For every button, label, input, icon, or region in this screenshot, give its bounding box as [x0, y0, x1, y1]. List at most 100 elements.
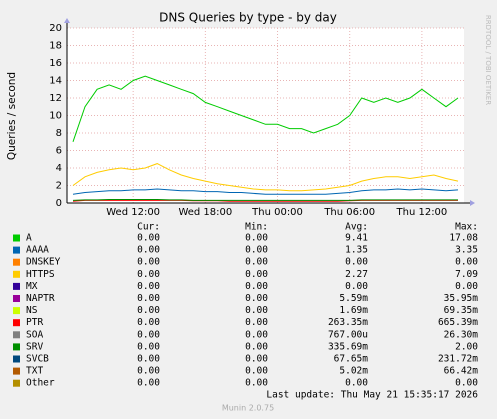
legend-stat: 0.00: [245, 329, 268, 340]
legend-swatch: [13, 367, 20, 375]
legend-stat: 263.35m: [328, 317, 368, 328]
legend-stat: 0.00: [455, 378, 478, 389]
legend-label: Other: [26, 378, 55, 389]
series-line: [72, 75, 459, 142]
legend-stat: 2.27: [345, 269, 368, 280]
legend-stat: 0.00: [137, 305, 160, 316]
legend-label: TXT: [26, 366, 43, 377]
y-tick-label: 14: [49, 76, 62, 87]
y-tick-label: 18: [49, 41, 62, 52]
y-axis-arrow: [64, 18, 70, 23]
y-tick-label: 20: [49, 23, 62, 34]
legend-stat: 0.00: [245, 233, 268, 244]
legend-label: DNSKEY: [26, 257, 61, 268]
x-tick-label: Wed 18:00: [178, 207, 232, 218]
legend-stat: 0.00: [137, 281, 160, 292]
table-header: Avg:: [345, 222, 368, 233]
legend-swatch: [13, 355, 20, 363]
legend-stat: 1.69m: [339, 305, 368, 316]
legend-stat: 0.00: [137, 354, 160, 365]
legend-swatch: [13, 295, 20, 302]
legend-stat: 0.00: [137, 378, 160, 389]
legend-stat: 2.00: [455, 341, 478, 352]
legend-stat: 7.09: [455, 269, 478, 280]
table-header: Max:: [455, 222, 478, 233]
legend-stat: 0.00: [137, 329, 160, 340]
legend-stat: 665.39m: [438, 317, 478, 328]
legend-stat: 69.35m: [444, 305, 479, 316]
legend-stat: 67.65m: [334, 354, 369, 365]
legend-swatch: [13, 234, 20, 242]
legend-label: HTTPS: [26, 269, 55, 280]
series-line: [72, 163, 459, 192]
legend-swatch: [13, 319, 20, 327]
legend-stat: 0.00: [137, 269, 160, 280]
chart-title: DNS Queries by type - by day: [159, 11, 337, 25]
legend-label: SVCB: [26, 354, 49, 365]
x-tick-label: Thu 06:00: [323, 207, 375, 218]
legend-stat: 0.00: [245, 341, 268, 352]
legend-stat: 0.00: [345, 378, 368, 389]
legend-stat: 0.00: [455, 257, 478, 268]
legend-label: AAAA: [26, 245, 49, 256]
legend-label: SOA: [26, 329, 43, 340]
legend-stat: 0.00: [345, 281, 368, 292]
y-tick-label: 4: [56, 163, 62, 174]
table-header: Min:: [245, 222, 268, 233]
legend-stat: 0.00: [137, 317, 160, 328]
legend-swatch: [13, 379, 20, 387]
legend-stat: 0.00: [245, 305, 268, 316]
legend-stat: 0.00: [137, 366, 160, 377]
footer: Munin 2.0.75: [222, 404, 274, 413]
legend-label: PTR: [26, 317, 43, 328]
legend-stat: 3.35: [455, 245, 478, 256]
legend-stat: 0.00: [245, 293, 268, 304]
y-axis-label: Queries / second: [6, 72, 18, 160]
legend-stat: 0.00: [455, 281, 478, 292]
legend-stat: 0.00: [137, 245, 160, 256]
legend-stat: 5.02m: [339, 366, 368, 377]
legend-swatch: [13, 331, 20, 339]
legend-stat: 35.95m: [444, 293, 479, 304]
legend-stat: 1.35: [345, 245, 368, 256]
x-tick-label: Thu 00:00: [251, 207, 303, 218]
side-note: RRDTOOL / TOBI OETIKER: [484, 15, 492, 105]
legend-stat: 0.00: [245, 245, 268, 256]
legend-stat: 66.42m: [444, 366, 479, 377]
legend-stat: 0.00: [245, 317, 268, 328]
y-tick-label: 10: [49, 111, 62, 122]
legend-stat: 0.00: [245, 269, 268, 280]
x-tick-label: Wed 12:00: [106, 207, 160, 218]
legend-label: NAPTR: [26, 293, 55, 304]
legend-stat: 0.00: [137, 293, 160, 304]
legend-stat: 26.30m: [444, 329, 479, 340]
legend-label: NS: [26, 305, 38, 316]
legend-label: MX: [26, 281, 38, 292]
x-axis-arrow: [470, 200, 475, 206]
legend-stat: 0.00: [245, 366, 268, 377]
legend-swatch: [13, 307, 20, 315]
legend-swatch: [13, 282, 20, 290]
x-tick-label: Thu 12:00: [396, 207, 448, 218]
y-tick-label: 12: [49, 93, 62, 104]
y-tick-label: 16: [49, 58, 62, 69]
legend-stat: 0.00: [137, 257, 160, 268]
legend-stat: 17.08: [449, 233, 478, 244]
legend-stat: 767.00u: [328, 329, 368, 340]
legend-label: A: [26, 233, 32, 244]
legend-label: SRV: [26, 341, 43, 352]
legend-stat: 0.00: [137, 233, 160, 244]
last-update: Last update: Thu May 21 15:35:17 2026: [266, 390, 478, 401]
legend-stat: 0.00: [245, 354, 268, 365]
series-line: [72, 188, 459, 195]
y-tick-label: 2: [56, 181, 62, 192]
y-tick-label: 8: [56, 128, 62, 139]
legend-swatch: [13, 343, 20, 351]
table-header: Cur:: [137, 222, 160, 233]
legend-swatch: [13, 270, 20, 278]
legend-stat: 9.41: [345, 233, 368, 244]
legend-swatch: [13, 258, 20, 266]
legend-stat: 0.00: [345, 257, 368, 268]
